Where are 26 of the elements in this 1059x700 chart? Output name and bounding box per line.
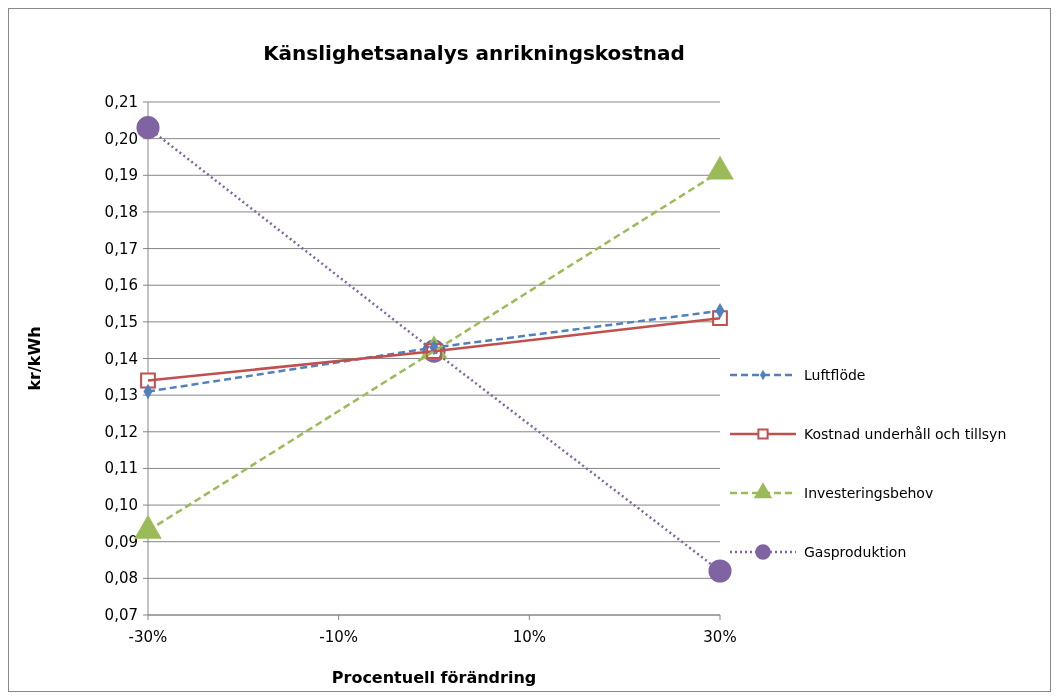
y-tick-label: 0,20 <box>104 129 138 148</box>
x-tick-label: 10% <box>512 628 547 646</box>
y-tick-label: 0,19 <box>104 166 138 185</box>
y-tick-label: 0,11 <box>104 459 138 478</box>
y-tick-label: 0,16 <box>104 276 138 295</box>
y-tick-label: 0,07 <box>104 606 138 624</box>
y-tick-label: 0,17 <box>104 239 138 258</box>
legend-label: Investeringsbehov <box>804 485 934 501</box>
legend-label: Luftflöde <box>804 367 866 383</box>
x-axis-title: Procentuell förändring <box>331 668 537 687</box>
y-tick-label: 0,15 <box>104 312 138 331</box>
y-tick-label: 0,21 <box>104 93 138 111</box>
legend-label: Kostnad underhåll och tillsyn <box>804 426 1007 442</box>
legend-label: Gasproduktion <box>804 544 907 560</box>
x-tick-label: 30% <box>703 628 737 646</box>
y-tick-label: 0,14 <box>104 349 138 368</box>
x-tick-label: -30% <box>128 628 168 646</box>
y-tick-label: 0,18 <box>104 202 138 221</box>
y-tick-label: 0,12 <box>104 422 138 441</box>
y-axis-title: kr/kWh <box>25 326 44 391</box>
y-tick-label: 0,10 <box>104 496 138 515</box>
y-tick-label: 0,09 <box>104 532 138 551</box>
x-tick-label: -10% <box>319 628 359 646</box>
y-tick-label: 0,08 <box>104 569 138 588</box>
chart-title: Känslighetsanalys anrikningskostnad <box>263 41 685 65</box>
y-tick-label: 0,13 <box>104 386 138 405</box>
